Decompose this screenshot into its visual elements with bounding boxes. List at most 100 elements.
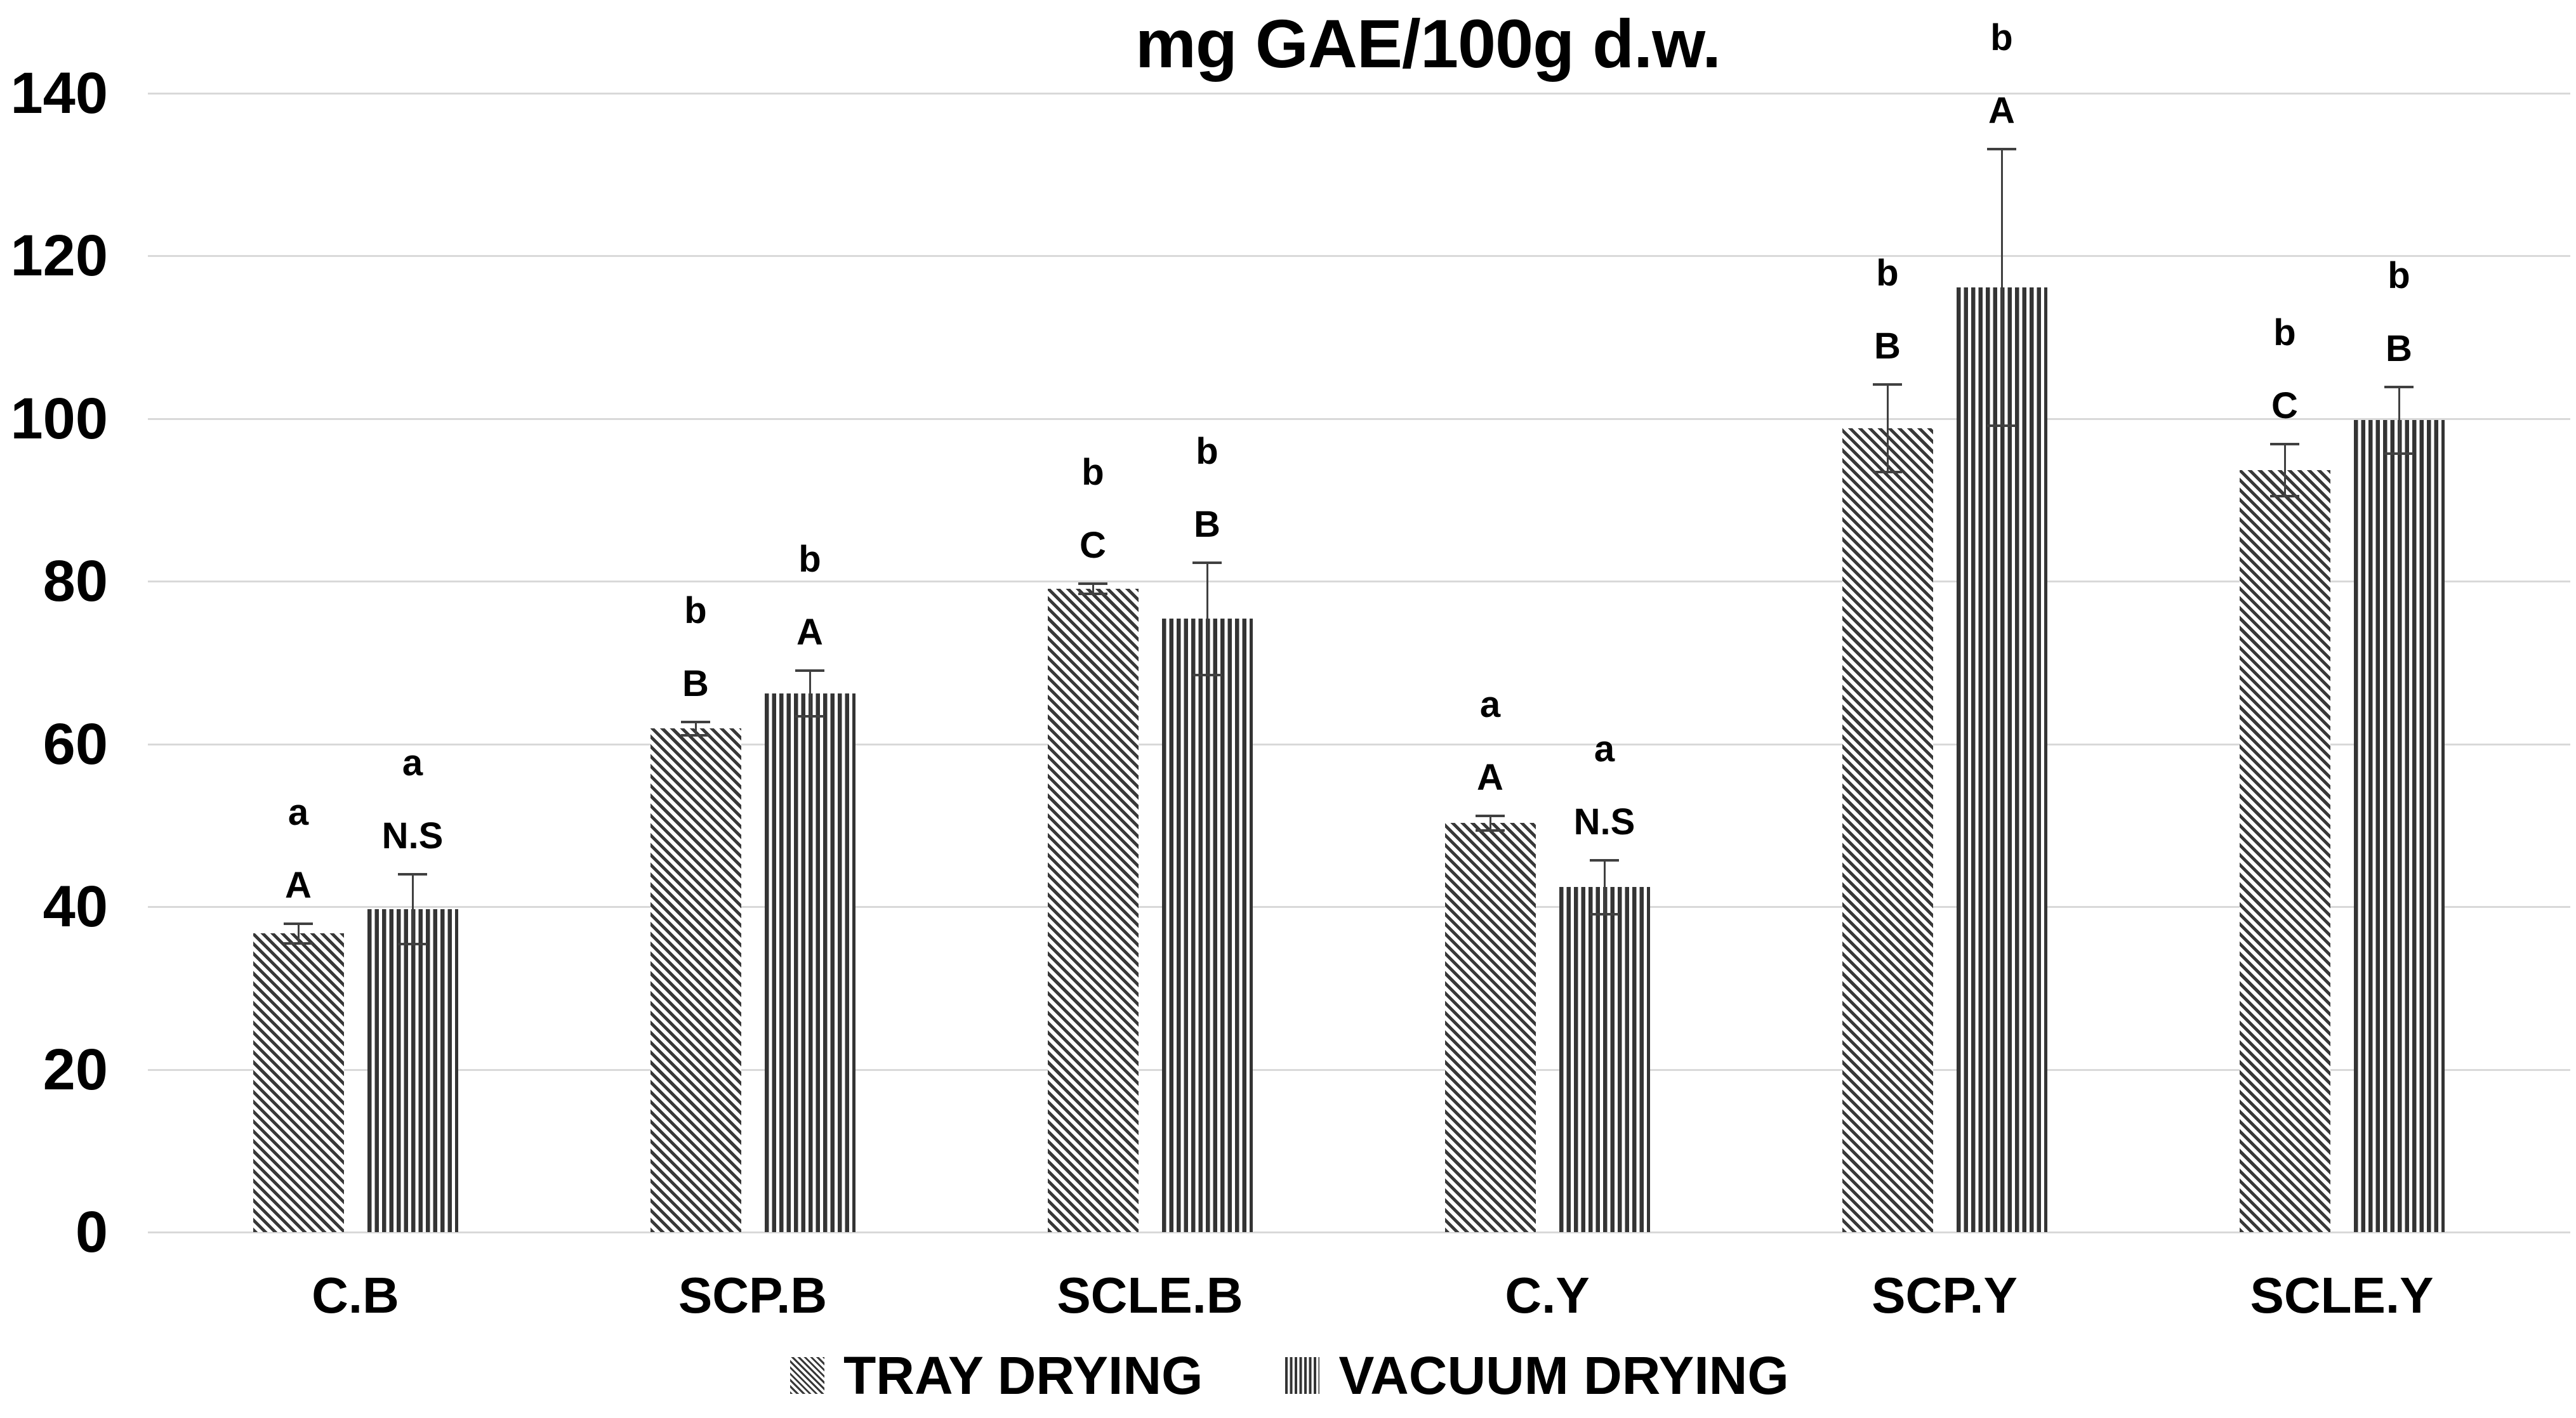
legend: TRAY DRYING VACUUM DRYING (790, 1349, 1789, 1402)
error-bar-bottom-cap (1078, 592, 1107, 595)
error-bar (411, 874, 414, 945)
y-axis-tick-label: 120 (10, 223, 109, 289)
error-bar-bottom-cap (284, 942, 313, 945)
significance-label: A (1988, 90, 2015, 132)
error-bar (1206, 562, 1208, 675)
significance-label: A (796, 612, 823, 653)
significance-label: N.S (381, 815, 444, 857)
x-axis-category-label: SCP.B (678, 1267, 828, 1323)
bar-tray-SCLE.Y (2239, 469, 2330, 1232)
legend-label: VACUUM DRYING (1338, 1346, 1789, 1405)
legend-item-vacuum-drying: VACUUM DRYING (1285, 1346, 1789, 1405)
error-bar-top-cap (2270, 442, 2299, 445)
error-bar (2000, 149, 2003, 426)
error-bar-top-cap (1590, 859, 1619, 862)
y-axis-tick-label: 40 (43, 874, 108, 940)
x-axis-category-label: SCP.Y (1872, 1267, 2018, 1323)
error-bar-top-cap (681, 721, 710, 724)
error-bar-bottom-cap (1192, 673, 1222, 676)
significance-label: B (2386, 327, 2412, 369)
x-axis-category-label: C.B (312, 1267, 399, 1323)
bar-tray-C.B (253, 933, 344, 1232)
y-axis-tick-label: 60 (43, 711, 108, 777)
error-bar-bottom-cap (1476, 829, 1505, 832)
gridline (148, 1231, 2570, 1233)
significance-label: C (2271, 384, 2298, 426)
bar-tray-SCP.B (650, 728, 741, 1232)
significance-label: b (798, 539, 821, 581)
error-bar-bottom-cap (1590, 912, 1619, 916)
bar-tray-SCP.Y (1842, 428, 1933, 1232)
error-bar-bottom-cap (681, 733, 710, 737)
bar-vacuum-C.Y (1559, 887, 1650, 1232)
error-bar-top-cap (795, 669, 824, 673)
legend-swatch-tray-pattern-icon (790, 1357, 824, 1394)
significance-label: b (1081, 452, 1104, 494)
error-bar-bottom-cap (2270, 494, 2299, 497)
y-axis-tick-label: 140 (10, 61, 109, 126)
x-axis-category-label: SCLE.Y (2250, 1267, 2434, 1323)
error-bar-bottom-cap (398, 943, 427, 946)
chart-title: mg GAE/100g d.w. (1135, 5, 1721, 82)
error-bar-top-cap (1476, 814, 1505, 817)
y-axis-tick-label: 100 (10, 386, 109, 451)
error-bar (1489, 815, 1491, 830)
error-bar-bottom-cap (2384, 452, 2414, 455)
bar-vacuum-SCLE.Y (2353, 420, 2445, 1232)
error-bar (1886, 384, 1889, 473)
bar-vacuum-C.B (367, 909, 458, 1232)
significance-label: B (1194, 503, 1220, 545)
bar-vacuum-SCP.Y (1956, 287, 2047, 1232)
significance-label: b (2388, 254, 2410, 296)
significance-label: B (682, 663, 709, 705)
error-bar (2398, 386, 2400, 454)
gridline (148, 93, 2570, 95)
gridline (148, 1068, 2570, 1071)
significance-label: b (2273, 312, 2296, 353)
y-axis-tick-label: 20 (43, 1037, 108, 1102)
gridline (148, 255, 2570, 258)
error-bar-top-cap (2384, 385, 2414, 388)
legend-item-tray-drying: TRAY DRYING (790, 1349, 1203, 1402)
significance-label: a (402, 742, 423, 784)
legend-swatch-vacuum-pattern-icon (1285, 1357, 1320, 1394)
x-axis-category-label: C.Y (1505, 1267, 1590, 1323)
significance-label: a (1594, 728, 1615, 770)
significance-label: b (1990, 17, 2013, 59)
error-bar-bottom-cap (1873, 471, 1902, 474)
error-bar-top-cap (1987, 148, 2016, 151)
significance-label: B (1874, 325, 1901, 367)
bar-vacuum-SCLE.B (1161, 619, 1253, 1232)
significance-label: b (1876, 253, 1899, 294)
significance-label: b (1196, 430, 1219, 472)
error-bar-top-cap (1873, 383, 1902, 386)
gridline (148, 417, 2570, 420)
significance-label: a (1479, 683, 1501, 725)
x-axis-category-label: SCLE.B (1057, 1267, 1243, 1323)
error-bar-top-cap (398, 872, 427, 876)
gridline (148, 906, 2570, 909)
error-bar (297, 924, 300, 943)
error-bar (1603, 860, 1606, 914)
error-bar-top-cap (1192, 561, 1222, 564)
error-bar-top-cap (1078, 582, 1107, 586)
gridline (148, 743, 2570, 745)
error-bar-bottom-cap (795, 715, 824, 718)
bar-vacuum-SCP.B (764, 693, 855, 1232)
error-bar (2283, 443, 2286, 496)
significance-label: C (1080, 525, 1106, 567)
error-bar-top-cap (284, 922, 313, 926)
error-bar-bottom-cap (1987, 424, 2016, 428)
error-bar (1092, 584, 1094, 594)
significance-label: a (287, 792, 309, 834)
gridline (148, 581, 2570, 583)
legend-label: TRAY DRYING (843, 1346, 1203, 1405)
significance-label: A (1477, 756, 1503, 798)
bar-tray-SCLE.B (1047, 588, 1139, 1232)
y-axis-tick-label: 0 (75, 1200, 108, 1264)
error-bar (694, 722, 697, 735)
error-bar (809, 671, 811, 717)
bar-tray-C.Y (1444, 823, 1536, 1232)
y-axis-tick-label: 80 (43, 549, 108, 614)
